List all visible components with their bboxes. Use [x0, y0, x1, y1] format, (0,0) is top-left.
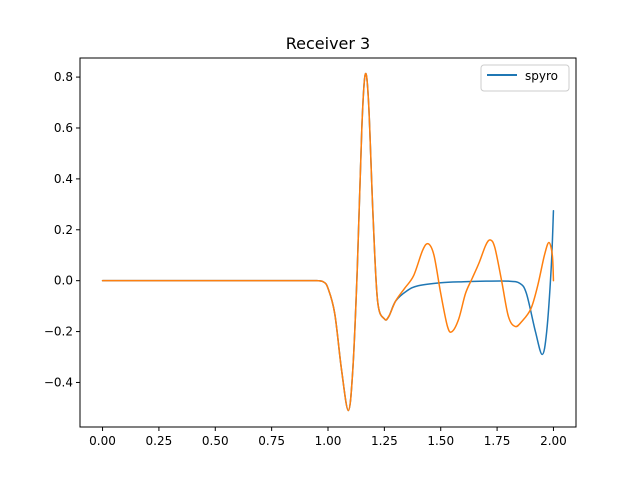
series-line-series-2: [101, 72, 555, 412]
y-tick-label: 0.4: [54, 172, 73, 186]
x-tick-label: 1.00: [315, 434, 342, 448]
x-tick-label: 1.25: [371, 434, 398, 448]
y-tick-label: 0.8: [54, 70, 73, 84]
legend-label-spyro: spyro: [525, 69, 558, 83]
y-tick-label: −0.4: [44, 375, 73, 389]
series-layer: [101, 72, 555, 412]
y-axis: −0.4 −0.2 0.0 0.2 0.4 0.6 0.8: [44, 70, 80, 389]
legend-box: [480, 64, 570, 92]
x-tick-label: 0.75: [258, 434, 285, 448]
x-tick-label: 0.50: [202, 434, 229, 448]
y-tick-label: −0.2: [44, 325, 73, 339]
x-tick-label: 0.00: [89, 434, 116, 448]
y-tick-label: 0.2: [54, 223, 73, 237]
y-tick-label: 0.6: [54, 121, 73, 135]
chart-title: Receiver 3: [286, 34, 370, 53]
x-tick-label: 2.00: [540, 434, 567, 448]
legend: spyro: [480, 64, 570, 92]
x-tick-label: 1.50: [427, 434, 454, 448]
y-tick-label: 0.0: [54, 274, 73, 288]
x-tick-label: 0.25: [146, 434, 173, 448]
x-tick-label: 1.75: [484, 434, 511, 448]
plot-frame: [79, 57, 577, 428]
x-axis: 0.00 0.25 0.50 0.75 1.00 1.25 1.50 1.75 2.00: [89, 427, 567, 448]
